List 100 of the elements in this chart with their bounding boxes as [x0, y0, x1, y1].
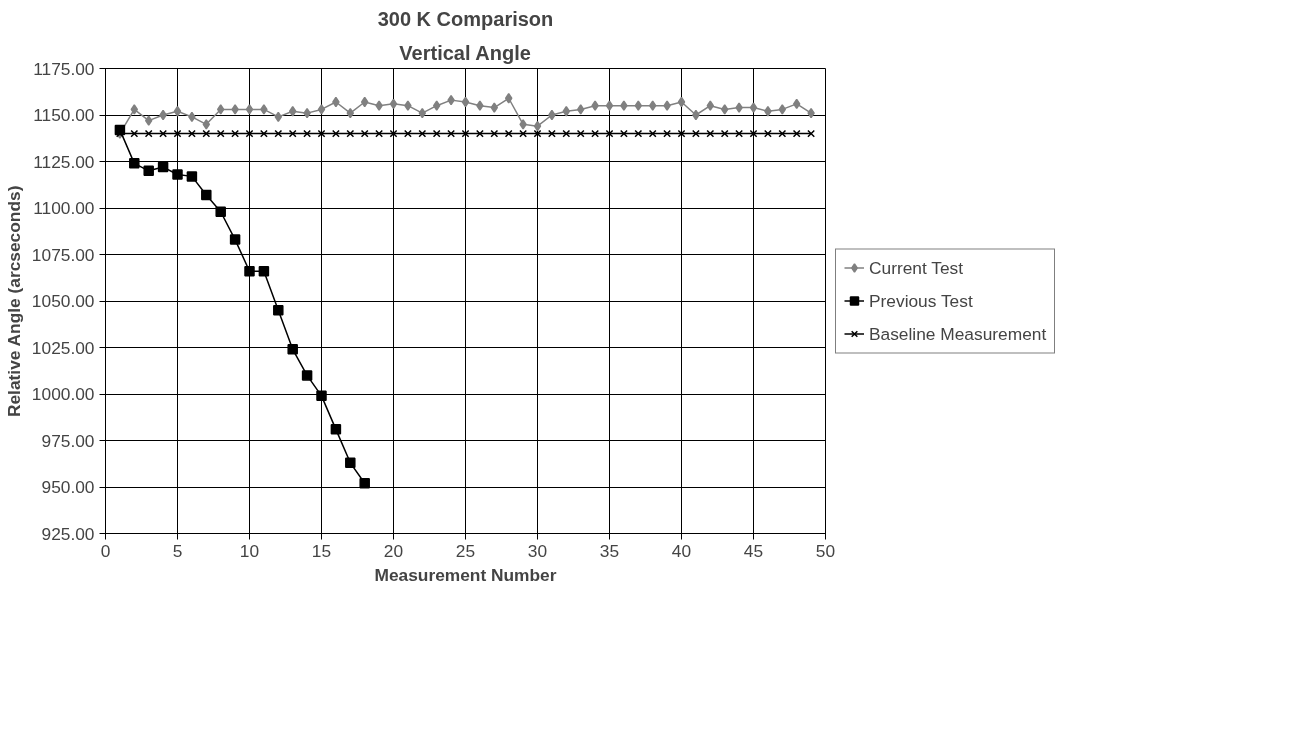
point	[331, 129, 340, 138]
point	[258, 265, 270, 277]
point	[245, 104, 254, 115]
point	[375, 129, 384, 138]
x-tick-label: 10	[239, 540, 260, 561]
point	[476, 100, 484, 111]
x-tick-label: 40	[671, 540, 692, 561]
point	[345, 457, 356, 469]
point	[475, 129, 484, 138]
point	[287, 344, 298, 355]
point	[260, 104, 268, 115]
legend-label: Baseline Measurement	[869, 323, 1047, 344]
point	[303, 129, 312, 138]
point	[533, 120, 542, 132]
point	[490, 129, 499, 138]
point	[447, 129, 456, 138]
point	[157, 161, 169, 173]
point	[359, 478, 370, 489]
point	[274, 129, 283, 138]
point	[316, 390, 327, 402]
point	[735, 102, 743, 113]
legend-label: Current Test	[869, 257, 964, 278]
point	[404, 100, 412, 111]
point	[764, 106, 772, 117]
point	[346, 129, 355, 138]
point	[418, 107, 427, 119]
point	[605, 100, 614, 111]
point	[375, 100, 383, 111]
x-tick-label: 50	[815, 540, 836, 561]
y-tick-label: 950.00	[41, 477, 95, 497]
x-tick-label: 25	[455, 540, 476, 561]
point	[330, 424, 342, 435]
point	[229, 234, 241, 245]
point	[216, 104, 225, 115]
point	[706, 100, 715, 111]
y-tick-label: 1125.00	[33, 151, 95, 172]
y-tick-label: 1175.00	[33, 58, 95, 79]
legend-label: Previous Test	[869, 290, 973, 311]
point	[576, 104, 585, 115]
point	[360, 96, 369, 108]
point	[273, 305, 284, 316]
point	[432, 100, 441, 111]
point	[389, 129, 398, 138]
point	[504, 93, 513, 104]
point	[461, 96, 470, 108]
point	[620, 100, 628, 111]
point	[504, 129, 513, 138]
point	[301, 370, 313, 381]
point	[288, 129, 297, 138]
point	[173, 106, 182, 117]
point	[490, 102, 499, 113]
y-tick-label: 1100.00	[33, 198, 95, 218]
point	[562, 106, 571, 117]
point	[403, 129, 412, 138]
point	[648, 100, 657, 111]
x-tick-label: 30	[527, 540, 548, 561]
point	[172, 169, 183, 180]
x-tick-label: 5	[172, 540, 183, 561]
point	[144, 115, 153, 126]
y-tick-label: 925.00	[41, 523, 95, 544]
point	[129, 158, 140, 169]
y-tick-label: 1000.00	[31, 384, 95, 404]
y-axis-title: Relative Angle (arcseconds)	[3, 185, 24, 418]
point	[215, 206, 226, 217]
point	[663, 100, 671, 111]
x-tick-label: 20	[383, 540, 404, 561]
chart-subtitle: Vertical Angle	[399, 41, 531, 64]
point	[259, 129, 268, 138]
point	[288, 106, 297, 117]
x-tick-label: 15	[311, 540, 332, 561]
point	[519, 119, 527, 130]
point	[201, 189, 212, 201]
x-tick-label: 0	[100, 540, 111, 561]
y-tick-label: 1025.00	[31, 337, 95, 358]
y-tick-label: 1075.00	[31, 244, 95, 265]
point	[418, 129, 427, 138]
point	[143, 165, 154, 177]
point	[202, 119, 211, 130]
point	[720, 104, 729, 115]
y-tick-label: 1050.00	[31, 291, 95, 311]
point	[244, 265, 255, 277]
x-tick-label: 45	[743, 540, 764, 561]
y-tick-label: 1150.00	[33, 105, 95, 125]
chart-title: 300 K Comparison	[377, 7, 554, 30]
point	[778, 104, 787, 115]
point	[346, 107, 355, 119]
point	[389, 98, 398, 110]
point	[130, 104, 139, 115]
point	[749, 102, 758, 113]
point	[634, 100, 643, 111]
x-axis-title: Measurement Number	[374, 564, 557, 585]
point	[432, 129, 441, 138]
point	[317, 129, 326, 138]
x-tick-label: 35	[599, 540, 620, 561]
point	[231, 104, 239, 115]
point	[591, 100, 599, 111]
y-tick-label: 975.00	[41, 430, 95, 451]
point	[461, 129, 470, 138]
point	[186, 171, 198, 182]
point	[274, 111, 283, 123]
